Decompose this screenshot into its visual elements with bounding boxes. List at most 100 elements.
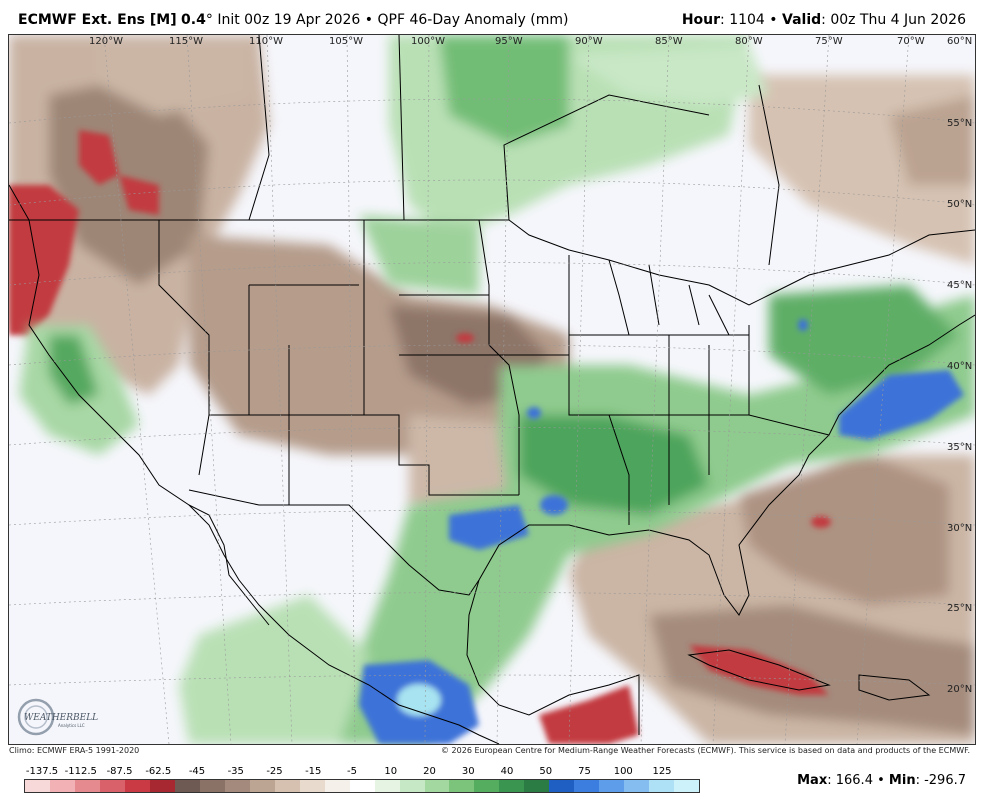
legend-label: 50 [539,766,553,777]
dry-area-labrador [889,95,975,185]
lon-label-75w: 75°W [815,36,843,47]
state-border-west [158,220,210,476]
lat-label-30n: 30°N [947,523,972,534]
ecmwf-copyright: © 2026 European Centre for Medium-Range … [441,746,970,755]
title-bullet-2: • [769,12,778,28]
legend-swatch [349,780,375,792]
longitude-labels: 120°W 115°W 110°W 105°W 100°W 95°W 90°W … [89,36,972,47]
legend-label: -5 [347,766,357,777]
legend-swatch [499,780,525,792]
gulf-atlantic-coastline [478,314,975,616]
legend-swatch [624,780,650,792]
legend-swatch [199,780,225,792]
strong-dry-anomaly-areas [9,130,831,744]
legend-swatch [124,780,150,792]
degree-symbol: ° [205,12,213,28]
canadian-province-border-2 [398,35,405,221]
map-title: ECMWF Ext. Ens [M] 0.4° Init 00z 19 Apr … [18,12,568,28]
legend-swatch [274,780,300,792]
hour-label: Hour [681,12,721,28]
legend-label: 30 [461,766,475,777]
legend-label: -87.5 [106,766,133,777]
legend-swatch [25,780,50,792]
lon-label-70w: 70°W [897,36,925,47]
legend-swatch [549,780,575,792]
legend-label: -45 [188,766,206,777]
lon-label-120w: 120°W [89,36,123,47]
canadian-province-border-3 [503,94,710,221]
legend-swatch [99,780,125,792]
precipitation-anomaly-map: 120°W 115°W 110°W 105°W 100°W 95°W 90°W … [8,34,976,745]
lat-label-50n: 50°N [947,199,972,210]
legend-label: -15 [305,766,322,777]
strong-dry-cuba [689,645,829,695]
climo-credit: Climo: ECMWF ERA-5 1991-2020 [9,746,140,755]
maxmin-bullet: • [877,773,885,788]
strong-wet-louisiana [540,495,568,515]
legend-label: -137.5 [25,766,59,777]
legend-swatch [649,780,675,792]
title-bullet-1: • [364,12,374,28]
min-value: : -296.7 [915,773,966,788]
wet-anomaly-areas [19,35,975,744]
legend-swatch [74,780,100,792]
strong-wet-atlantic [839,370,964,440]
lon-label-90w: 90°W [575,36,603,47]
legend-colorbar [24,779,700,793]
lat-label-45n: 45°N [947,280,972,291]
wet-area-hudson [569,45,769,105]
state-borders-east [568,255,830,525]
great-lakes-outline [608,259,730,336]
legend-label: 20 [423,766,436,777]
legend-label: -35 [227,766,244,777]
lat-label-35n: 35°N [947,442,972,453]
hispaniola-outline [858,674,931,701]
wet-area-northeast-core [769,285,959,395]
lon-label-115w: 115°W [169,36,203,47]
wet-area-pacific-mexico [179,595,369,744]
strong-dry-montana [119,175,159,215]
legend-label: 40 [500,766,514,777]
max-min-values: Max: 166.4 • Min: -296.7 [797,773,966,788]
lat-label-60n: 60°N [947,36,972,47]
lon-label-85w: 85°W [655,36,683,47]
meridians [103,35,910,744]
legend-swatch [49,780,75,792]
legend-label: 75 [578,766,591,777]
legend-swatch [149,780,175,792]
legend-swatch [249,780,275,792]
dry-area-canada-west [99,35,249,115]
legend-label: -62.5 [145,766,172,777]
cuba-outline [687,649,831,691]
legend-swatch [299,780,325,792]
strong-dry-yucatan [539,685,639,744]
parallels [9,98,975,686]
legend-labels: -137.5 -112.5 -87.5 -62.5 -45 -35 -25 -15 -5 10 20… [22,766,702,778]
latitude-labels: 55°N 50°N 45°N 40°N 35°N 30°N 25°N 20°N [947,118,972,695]
min-label: Min [888,773,916,788]
header: ECMWF Ext. Ens [M] 0.4° Init 00z 19 Apr … [0,0,984,34]
lon-label-110w: 110°W [249,36,283,47]
wet-area-california-core [49,335,99,405]
legend-swatch [524,780,550,792]
model-name: ECMWF Ext. Ens [M] [18,12,177,28]
wet-area-dakotas [359,215,479,295]
dry-area-atlantic-core [739,455,949,605]
legend-swatch [474,780,500,792]
canadian-province-border-1 [248,35,270,221]
strong-dry-idaho [79,130,119,185]
baja-peninsula-coast [188,504,270,626]
lon-label-105w: 105°W [329,36,363,47]
legend-swatch [449,780,475,792]
lat-label-25n: 25°N [947,603,972,614]
product-name: QPF 46-Day Anomaly (mm) [377,12,569,28]
legend-label: -25 [266,766,283,777]
legend-label: 125 [652,766,672,777]
lat-label-40n: 40°N [947,361,972,372]
dry-area-caribbean [649,605,975,735]
legend-label: 10 [384,766,398,777]
dry-anomaly-areas [9,35,975,744]
logo-text: WEATHERBELL [24,713,98,723]
strong-wet-arkansas [527,407,541,419]
logo-subtext: Analytics LLC [58,723,85,728]
